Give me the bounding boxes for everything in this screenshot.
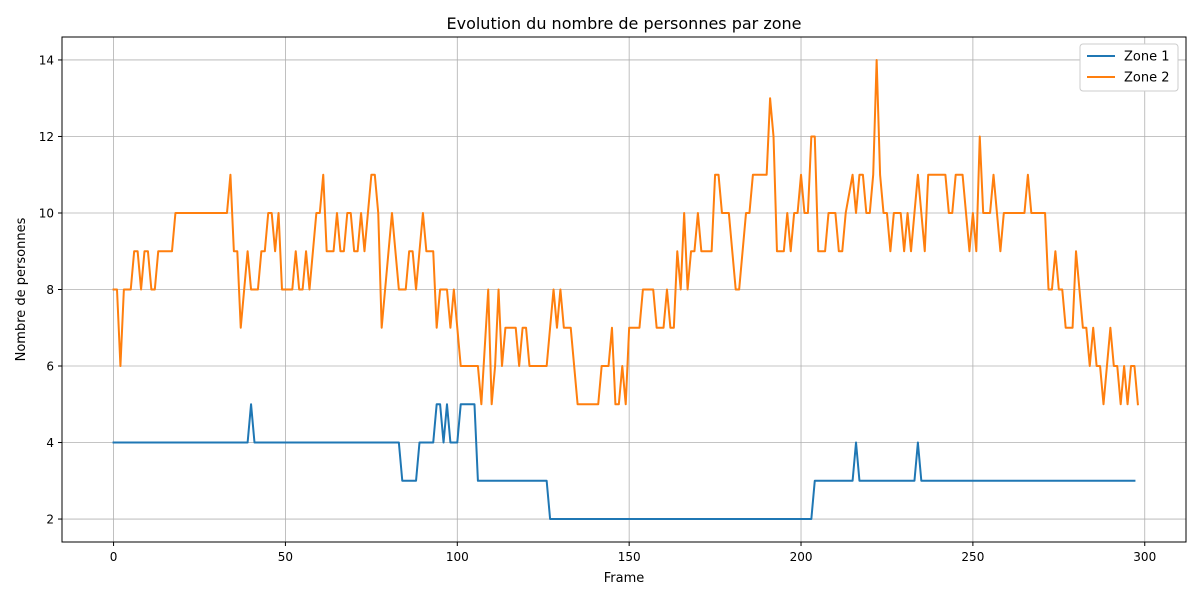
x-tick-label: 0: [110, 550, 118, 564]
y-tick-label: 4: [46, 436, 54, 450]
y-tick-label: 10: [39, 206, 54, 220]
legend: Zone 1 Zone 2: [1079, 43, 1179, 92]
y-tick-label: 12: [39, 130, 54, 144]
x-tick-label: 200: [790, 550, 813, 564]
y-tick-label: 8: [46, 283, 54, 297]
x-tick-label: 250: [961, 550, 984, 564]
x-tick-label: 100: [446, 550, 469, 564]
y-tick-label: 2: [46, 513, 54, 527]
ticks: 0 50 100 150 200 250 300 2 4 6 8 10 12 14: [39, 53, 1156, 564]
grid: [62, 37, 1186, 542]
y-tick-label: 14: [39, 53, 54, 67]
series-line-zone-1: [112, 403, 1136, 521]
y-tick-label: 6: [46, 360, 54, 374]
legend-label-zone-2: Zone 2: [1124, 71, 1170, 86]
y-axis-label: Nombre de personnes: [14, 217, 29, 361]
series-line-zone-2: [112, 58, 1139, 406]
x-tick-label: 150: [618, 550, 641, 564]
x-tick-label: 300: [1133, 550, 1156, 564]
series-layer: [112, 58, 1139, 521]
x-axis-label: Frame: [604, 571, 645, 586]
x-tick-label: 50: [278, 550, 293, 564]
legend-label-zone-1: Zone 1: [1124, 50, 1170, 65]
chart-title: Evolution du nombre de personnes par zon…: [446, 14, 801, 33]
